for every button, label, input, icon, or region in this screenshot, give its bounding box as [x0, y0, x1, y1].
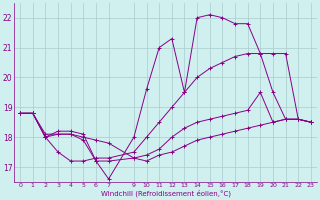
X-axis label: Windchill (Refroidissement éolien,°C): Windchill (Refroidissement éolien,°C) [100, 190, 230, 197]
